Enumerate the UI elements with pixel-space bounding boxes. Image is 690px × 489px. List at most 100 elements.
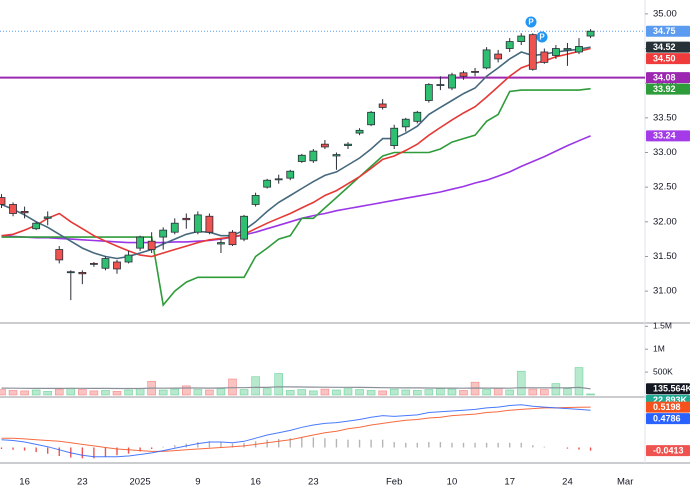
volume-tick-label: 1M	[653, 343, 665, 353]
candle-body	[575, 46, 583, 53]
volume-bar	[505, 389, 515, 396]
volume-bar	[516, 370, 526, 396]
x-tick-label: 10	[447, 477, 458, 488]
volume-ma-line	[1, 386, 591, 390]
candle-body	[332, 154, 341, 157]
volume-bar	[586, 393, 595, 396]
indicator-line	[1, 87, 591, 307]
volume-bar	[0, 389, 6, 396]
price-tag: 33.92	[646, 83, 690, 95]
price-tag-label: 33.92	[653, 84, 676, 94]
candle-body	[205, 215, 214, 233]
y-tick-label: 31.00	[653, 286, 677, 297]
y-tick-label: 33.00	[653, 147, 677, 158]
volume-bar	[528, 388, 538, 396]
volume-bar	[112, 391, 122, 396]
candle-body	[274, 178, 283, 181]
candle-body	[9, 204, 17, 214]
volume-bar	[285, 390, 295, 396]
volume-bar	[447, 388, 457, 396]
price-tag-box	[646, 383, 690, 395]
volume-bar	[8, 390, 18, 396]
volume-bar	[389, 388, 399, 396]
volume-bar	[297, 389, 307, 396]
candle-body	[0, 197, 6, 205]
price-tag: 0.4786	[646, 413, 690, 425]
candle-body	[448, 74, 456, 89]
event-circle	[536, 31, 548, 43]
volume-bar	[216, 388, 226, 396]
volume-bar	[101, 390, 110, 396]
candle-body	[90, 262, 98, 265]
event-label: P	[528, 18, 534, 27]
candle-body	[355, 129, 364, 134]
indicator-line	[1, 46, 591, 260]
price-tag: 34.08	[646, 72, 690, 84]
candle-body	[113, 261, 121, 270]
candle-body	[78, 272, 87, 275]
candle-body	[367, 111, 376, 126]
y-tick-label: 32.50	[653, 182, 677, 193]
y-tick-label: 34.00	[653, 78, 677, 89]
price-tag-label: 34.08	[653, 73, 676, 83]
price-tag-box	[646, 41, 690, 53]
price-tag: 135.564K	[646, 383, 690, 395]
volume-bar	[493, 387, 503, 396]
candle-body	[401, 118, 410, 128]
y-tick-label: 35.00	[653, 8, 677, 19]
candle-body	[378, 103, 387, 108]
volume-bar	[158, 389, 168, 396]
event-marker: P	[525, 16, 537, 28]
price-tag: 33.24	[646, 130, 690, 142]
volume-bar	[401, 389, 411, 396]
price-tag-label: 33.24	[653, 131, 676, 141]
volume-bar	[574, 367, 584, 396]
indicator-line	[1, 135, 591, 244]
volume-bar	[412, 390, 422, 396]
volume-bar	[309, 390, 318, 396]
candle-body	[505, 41, 514, 49]
candle-body	[170, 222, 179, 233]
volume-bar	[54, 388, 64, 396]
volume-bar	[170, 388, 180, 396]
volume-bar	[563, 388, 572, 396]
indicator-line	[1, 47, 591, 258]
candle-body	[228, 231, 237, 246]
price-tag-label: -0.0413	[653, 446, 684, 456]
volume-bar	[436, 388, 445, 396]
candle-body	[32, 222, 41, 230]
x-tick-label: Mar	[617, 477, 633, 488]
x-tick-label: 23	[308, 477, 319, 488]
candle-body	[309, 150, 318, 162]
volume-bar	[551, 383, 561, 396]
volume-bar	[228, 378, 237, 396]
volume-bar	[366, 390, 376, 396]
price-tag-label: 34.52	[653, 42, 676, 52]
candle-body	[263, 179, 272, 188]
event-label: P	[539, 33, 545, 42]
candle-body	[124, 254, 133, 263]
price-tag-box	[646, 25, 690, 37]
volume-tick-label: 1.5M	[653, 321, 672, 331]
x-tick-label: 17	[504, 477, 515, 488]
candle-body	[528, 34, 537, 70]
volume-bar	[262, 388, 272, 396]
volume-bar	[251, 376, 260, 396]
price-tag: 34.50	[646, 53, 690, 65]
candle-body	[436, 84, 445, 86]
x-tick-label: 16	[250, 477, 261, 488]
x-tick-label: 24	[562, 477, 573, 488]
candle-body	[344, 143, 352, 146]
volume-bar	[355, 389, 364, 396]
volume-bar	[239, 389, 249, 396]
price-tag-box	[646, 53, 690, 65]
price-tag: 0.5198	[646, 401, 690, 413]
x-tick-label: Feb	[386, 477, 402, 488]
volume-bar	[135, 388, 145, 396]
price-tag-box	[646, 130, 690, 142]
candle-body	[494, 53, 503, 60]
volume-bar	[332, 389, 341, 396]
